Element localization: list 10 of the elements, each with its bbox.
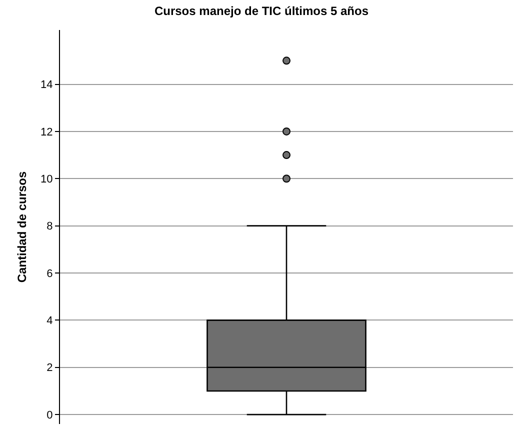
y-tick-label: 4 — [46, 315, 53, 328]
y-axis-title: Cantidad de cursos — [15, 170, 29, 283]
y-tick-label: 8 — [46, 220, 53, 233]
chart-title: Cursos manejo de TIC últimos 5 años — [154, 4, 369, 18]
y-tick-label: 0 — [46, 409, 53, 422]
y-tick-label: 6 — [46, 268, 53, 280]
y-tick-label: 14 — [40, 79, 53, 92]
y-tick-label: 10 — [40, 173, 53, 186]
y-tick-label: 12 — [40, 126, 53, 138]
y-tick-label: 2 — [46, 362, 53, 374]
